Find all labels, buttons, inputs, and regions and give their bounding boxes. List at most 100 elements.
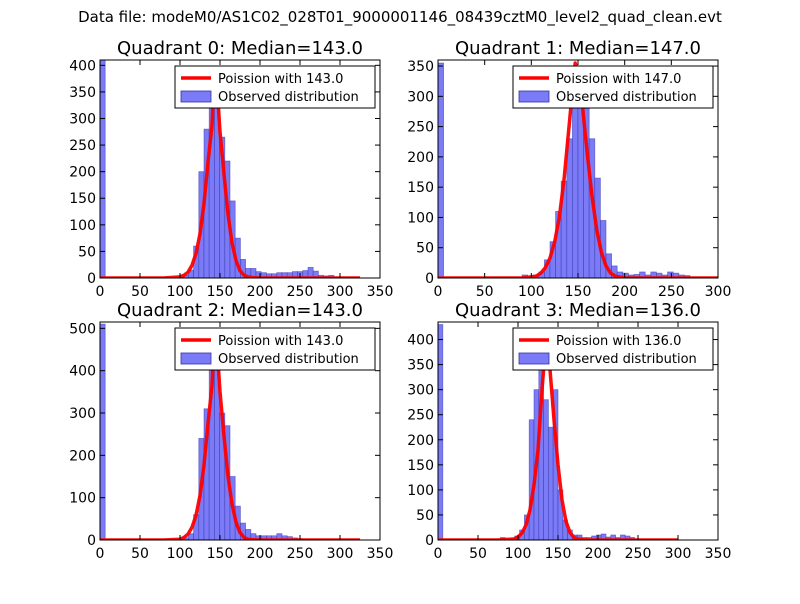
subplot-title: Quadrant 0: Median=143.0 <box>117 38 363 59</box>
y-tick-label: 250 <box>407 120 434 136</box>
x-tick-label: 150 <box>207 284 234 300</box>
legend: Poission with 136.0 Observed distribution <box>512 327 714 371</box>
figure-suptitle: Data file: modeM0/AS1C02_028T01_90000011… <box>78 8 722 26</box>
x-tick-label: 100 <box>167 546 194 562</box>
y-tick-label: 500 <box>69 321 96 337</box>
y-tick-label: 0 <box>87 533 96 549</box>
subplot-quadrant-0: 0 50 100 150 200 250 300 350 0 50 100 150 200 250 300 3… <box>69 38 393 300</box>
x-tick-label: 350 <box>705 546 732 562</box>
y-tick-label: 50 <box>78 244 96 260</box>
x-tick-label: 300 <box>327 546 354 562</box>
legend-entry-observed: Observed distribution <box>218 352 359 367</box>
x-tick-label: 300 <box>705 284 732 300</box>
x-tick-label: 200 <box>611 284 638 300</box>
x-tick-label: 50 <box>476 284 494 300</box>
legend-bar-swatch <box>180 90 212 103</box>
legend-entry-poisson: Poission with 147.0 <box>556 72 681 87</box>
x-tick-label: 100 <box>167 284 194 300</box>
x-tick-label: 100 <box>518 284 545 300</box>
y-tick-label: 100 <box>407 210 434 226</box>
x-tick-label: 50 <box>469 546 487 562</box>
y-tick-label: 250 <box>407 408 434 424</box>
y-tick-label: 300 <box>407 89 434 105</box>
y-tick-label: 250 <box>69 138 96 154</box>
histogram-bar <box>543 399 549 540</box>
y-tick-label: 150 <box>69 191 96 207</box>
y-tick-label: 0 <box>425 271 434 287</box>
x-tick-label: 150 <box>207 546 234 562</box>
y-tick-label: 150 <box>407 180 434 196</box>
histogram-bar <box>438 62 444 278</box>
subplot-quadrant-1: 0 50 100 150 200 250 300 0 50 100 150 200 250 300 350 Q… <box>407 38 731 300</box>
histogram-bar <box>100 60 106 278</box>
x-tick-label: 150 <box>565 284 592 300</box>
x-tick-label: 100 <box>505 546 532 562</box>
x-tick-label: 0 <box>434 546 443 562</box>
y-tick-label: 300 <box>69 111 96 127</box>
y-tick-label: 50 <box>416 508 434 524</box>
y-tick-label: 350 <box>69 85 96 101</box>
y-tick-label: 200 <box>69 165 96 181</box>
x-tick-label: 200 <box>247 546 274 562</box>
y-tick-label: 200 <box>407 433 434 449</box>
y-tick-label: 100 <box>407 483 434 499</box>
x-tick-label: 0 <box>96 546 105 562</box>
y-tick-label: 350 <box>407 59 434 75</box>
legend-bar-swatch <box>518 90 550 103</box>
x-tick-label: 0 <box>96 284 105 300</box>
y-tick-label: 200 <box>407 150 434 166</box>
y-tick-label: 400 <box>69 364 96 380</box>
y-tick-label: 100 <box>69 218 96 234</box>
legend: Poission with 143.0 Observed distribution <box>174 327 376 371</box>
x-tick-label: 300 <box>327 284 354 300</box>
legend: Poission with 147.0 Observed distribution <box>512 65 714 109</box>
x-tick-label: 150 <box>545 546 572 562</box>
subplot-quadrant-3: 0 50 100 150 200 250 300 350 0 50 100 150 200 250 300 3… <box>407 300 731 562</box>
poisson-line <box>438 61 718 278</box>
y-tick-label: 0 <box>425 533 434 549</box>
y-tick-label: 350 <box>407 358 434 374</box>
legend-entry-poisson: Poission with 143.0 <box>218 72 343 87</box>
legend-entry-poisson: Poission with 143.0 <box>218 334 343 349</box>
subplot-title: Quadrant 1: Median=147.0 <box>455 38 701 59</box>
y-tick-label: 100 <box>69 491 96 507</box>
y-tick-label: 300 <box>69 406 96 422</box>
x-tick-label: 350 <box>367 546 394 562</box>
axes-frame <box>99 321 381 541</box>
x-tick-label: 300 <box>665 546 692 562</box>
y-tick-label: 300 <box>407 383 434 399</box>
legend-bar-swatch <box>180 352 212 365</box>
y-tick-label: 400 <box>407 333 434 349</box>
axes-frame <box>437 321 719 541</box>
x-tick-label: 200 <box>585 546 612 562</box>
y-tick-label: 0 <box>87 271 96 287</box>
subplot-title: Quadrant 3: Median=136.0 <box>455 300 701 321</box>
legend-entry-poisson: Poission with 136.0 <box>556 334 681 349</box>
histogram-bar <box>100 323 106 540</box>
legend-entry-observed: Observed distribution <box>556 90 697 105</box>
x-tick-label: 0 <box>434 284 443 300</box>
y-tick-label: 200 <box>69 448 96 464</box>
histogram-bar <box>438 324 444 540</box>
legend: Poission with 143.0 Observed distribution <box>174 65 376 109</box>
axes-frame <box>99 59 381 279</box>
x-tick-label: 250 <box>287 284 314 300</box>
legend-entry-observed: Observed distribution <box>556 352 697 367</box>
x-tick-label: 50 <box>131 284 149 300</box>
y-tick-label: 400 <box>69 58 96 74</box>
x-tick-label: 250 <box>287 546 314 562</box>
x-tick-label: 200 <box>247 284 274 300</box>
x-tick-label: 250 <box>625 546 652 562</box>
x-tick-label: 250 <box>658 284 685 300</box>
histogram-bar <box>548 426 554 540</box>
x-tick-label: 350 <box>367 284 394 300</box>
legend-bar-swatch <box>518 352 550 365</box>
subplot-title: Quadrant 2: Median=143.0 <box>117 300 363 321</box>
y-tick-label: 50 <box>416 241 434 257</box>
y-tick-label: 150 <box>407 458 434 474</box>
subplot-quadrant-2: 0 50 100 150 200 250 300 350 0 100 200 300 400 500 Qua… <box>69 300 393 562</box>
x-tick-label: 50 <box>131 546 149 562</box>
legend-entry-observed: Observed distribution <box>218 90 359 105</box>
